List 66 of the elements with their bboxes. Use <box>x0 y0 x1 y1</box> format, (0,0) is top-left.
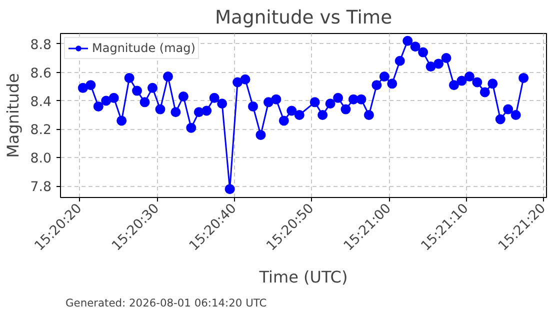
point <box>86 80 96 90</box>
point <box>78 82 88 93</box>
point <box>488 78 498 89</box>
point <box>356 94 366 104</box>
point <box>124 72 134 83</box>
point <box>372 80 382 90</box>
point <box>155 104 166 114</box>
point <box>186 122 196 133</box>
point <box>178 91 188 102</box>
point <box>108 92 119 103</box>
point <box>333 92 344 103</box>
point <box>480 87 490 98</box>
point <box>232 77 243 88</box>
y-tick-label: 8.6 <box>30 66 52 82</box>
point <box>426 62 436 72</box>
point <box>224 184 235 194</box>
point <box>278 116 289 126</box>
point <box>394 56 405 66</box>
text: Generated: 2026-08-01 06:14:20 UTC <box>66 296 267 310</box>
point <box>101 96 112 106</box>
y-tick-label: 8.8 <box>30 38 52 53</box>
point <box>410 42 420 52</box>
point <box>263 97 274 108</box>
point <box>248 101 258 112</box>
point <box>518 72 529 83</box>
point <box>140 97 150 108</box>
point <box>448 80 459 90</box>
point <box>456 76 467 86</box>
point <box>217 98 228 109</box>
y-tick-label: 8.0 <box>30 152 52 167</box>
point <box>387 78 398 89</box>
point <box>434 58 444 69</box>
point <box>271 94 282 104</box>
point <box>162 72 173 82</box>
chart-title: Magnitude vs Time <box>214 8 392 28</box>
y-tick-label: 7.8 <box>30 180 52 196</box>
legend-label: Magnitude (mag) <box>92 41 196 55</box>
point <box>402 36 413 46</box>
point <box>503 104 514 114</box>
point <box>325 98 336 109</box>
point <box>464 72 474 82</box>
point <box>132 86 142 96</box>
y-tick-label: 8.2 <box>30 123 52 138</box>
point <box>202 106 212 116</box>
point <box>116 116 127 126</box>
point <box>286 106 297 116</box>
point <box>240 74 250 84</box>
point <box>340 104 351 114</box>
point <box>441 53 452 63</box>
point <box>379 72 390 82</box>
point <box>364 110 374 120</box>
point <box>472 77 482 88</box>
point <box>170 107 181 118</box>
x-axis-title: Time (UTC) <box>258 267 348 286</box>
point <box>294 110 304 120</box>
point <box>256 130 266 140</box>
point <box>418 47 428 58</box>
y-tick-label: 8.4 <box>30 94 52 110</box>
point <box>310 97 320 108</box>
point <box>148 82 158 93</box>
y-axis-title: Magnitude <box>3 73 22 158</box>
point <box>318 110 328 120</box>
point <box>209 92 220 103</box>
point <box>510 110 521 120</box>
point <box>495 114 506 124</box>
point <box>93 101 104 112</box>
